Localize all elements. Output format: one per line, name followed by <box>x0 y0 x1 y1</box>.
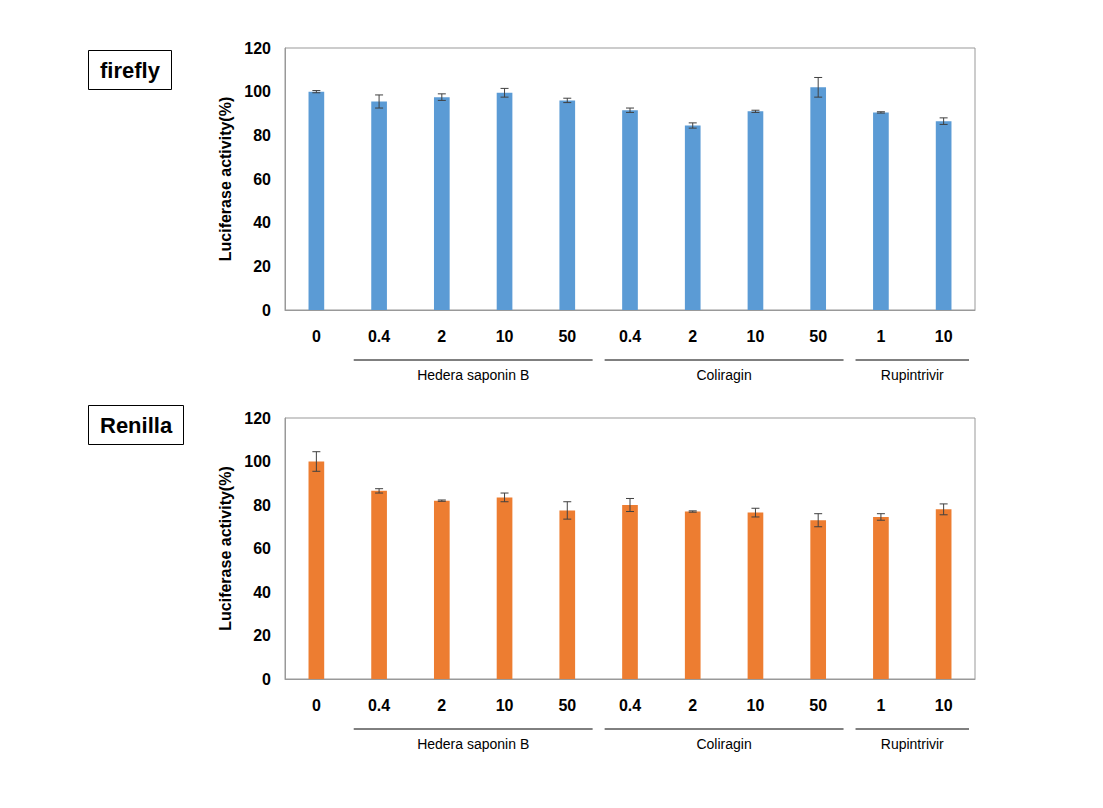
svg-text:Luciferase activity(%): Luciferase activity(%) <box>217 466 234 631</box>
svg-text:Rupintrivir: Rupintrivir <box>881 367 944 383</box>
svg-text:40: 40 <box>253 214 271 231</box>
svg-text:0: 0 <box>262 671 271 688</box>
svg-text:80: 80 <box>253 497 271 514</box>
svg-text:10: 10 <box>747 697 765 714</box>
svg-text:0: 0 <box>312 328 321 345</box>
svg-text:10: 10 <box>747 328 765 345</box>
svg-text:80: 80 <box>253 127 271 144</box>
svg-text:40: 40 <box>253 584 271 601</box>
svg-text:120: 120 <box>244 40 271 57</box>
svg-text:10: 10 <box>935 328 953 345</box>
svg-text:100: 100 <box>244 83 271 100</box>
svg-text:1: 1 <box>876 328 885 345</box>
svg-text:0.4: 0.4 <box>619 328 641 345</box>
svg-text:60: 60 <box>253 171 271 188</box>
svg-text:2: 2 <box>688 328 697 345</box>
svg-text:0.4: 0.4 <box>368 697 390 714</box>
svg-text:1: 1 <box>876 697 885 714</box>
svg-text:Luciferase activity(%): Luciferase activity(%) <box>217 97 234 262</box>
svg-text:Coliragin: Coliragin <box>696 736 751 752</box>
svg-text:0: 0 <box>312 697 321 714</box>
svg-text:Hedera saponin B: Hedera saponin B <box>417 736 529 752</box>
svg-text:2: 2 <box>437 697 446 714</box>
svg-text:50: 50 <box>558 328 576 345</box>
svg-text:0: 0 <box>262 302 271 319</box>
svg-text:2: 2 <box>688 697 697 714</box>
svg-text:2: 2 <box>437 328 446 345</box>
svg-text:0.4: 0.4 <box>368 328 390 345</box>
svg-text:60: 60 <box>253 540 271 557</box>
svg-text:10: 10 <box>935 697 953 714</box>
svg-text:120: 120 <box>244 410 271 427</box>
svg-text:50: 50 <box>558 697 576 714</box>
svg-text:10: 10 <box>496 328 514 345</box>
svg-text:firefly: firefly <box>100 58 161 83</box>
svg-text:50: 50 <box>809 697 827 714</box>
svg-text:0.4: 0.4 <box>619 697 641 714</box>
svg-text:Hedera saponin B: Hedera saponin B <box>417 367 529 383</box>
svg-text:20: 20 <box>253 258 271 275</box>
svg-text:10: 10 <box>496 697 514 714</box>
svg-text:Rupintrivir: Rupintrivir <box>881 736 944 752</box>
svg-text:50: 50 <box>809 328 827 345</box>
svg-text:20: 20 <box>253 627 271 644</box>
svg-text:100: 100 <box>244 453 271 470</box>
svg-text:Renilla: Renilla <box>100 413 173 438</box>
svg-text:Coliragin: Coliragin <box>696 367 751 383</box>
